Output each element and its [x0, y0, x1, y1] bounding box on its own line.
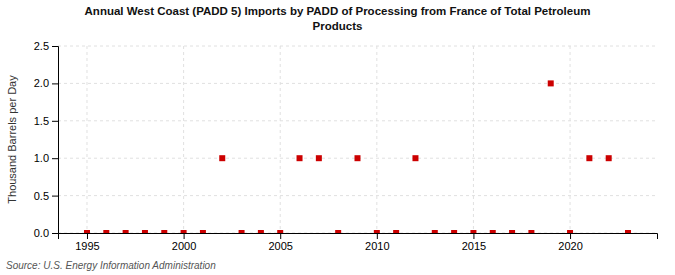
point — [142, 230, 148, 233]
point — [335, 230, 341, 233]
x-tick-label: 2005 — [268, 240, 292, 252]
point — [123, 230, 129, 233]
point — [181, 230, 187, 233]
x-axis: 1995 2000 2005 2010 2015 2020 — [59, 233, 658, 252]
y-tick: 2.0 — [34, 77, 58, 89]
y-tick-label: 0.5 — [34, 190, 49, 202]
x-tick-label: 2000 — [172, 240, 196, 252]
grid-line-x — [86, 46, 87, 233]
grid-line-y — [58, 83, 657, 84]
title: Annual West Coast (PADD 5) Imports by PA… — [85, 5, 591, 32]
point — [258, 230, 264, 233]
grid-line-x — [183, 46, 184, 233]
point — [470, 230, 476, 233]
x-axis-line — [59, 234, 658, 240]
x-tick-mark — [473, 233, 474, 239]
point — [412, 155, 418, 161]
y-tick: 2.5 — [34, 40, 58, 52]
x-tick: 2015 — [462, 233, 486, 252]
x-tick-mark — [184, 233, 185, 239]
point — [586, 155, 592, 161]
grid-line-x — [376, 46, 377, 233]
chart: 1995 2000 2005 2010 2015 2020 0.0 0.5 1.0 1.5 2.0 2… — [0, 0, 675, 275]
annotation: Source: U.S. Energy Information Administ… — [6, 260, 216, 271]
x-tick-mark — [570, 233, 571, 239]
point — [451, 230, 457, 233]
x-tick: 2000 — [172, 233, 196, 252]
x-tick: 1995 — [75, 233, 99, 252]
point — [239, 230, 245, 233]
y-tick-mark — [52, 158, 58, 159]
grid-line-y — [58, 120, 657, 121]
point — [606, 155, 612, 161]
x-tick-mark — [87, 233, 88, 239]
x-tick: 2010 — [365, 233, 389, 252]
x-tick: 2020 — [558, 233, 582, 252]
point — [625, 230, 631, 233]
y-tick: 0.5 — [34, 190, 58, 202]
y-axis-title: Thousand Barrels per Day — [6, 75, 18, 204]
point — [84, 230, 90, 233]
y-tick-label: 1.5 — [34, 115, 49, 127]
point — [567, 230, 573, 233]
y-axis-line — [52, 47, 59, 234]
plot-area: 1995 2000 2005 2010 2015 2020 0.0 0.5 1.0 1.5 2.0 2… — [34, 40, 658, 252]
point — [103, 230, 109, 233]
grid — [58, 46, 657, 233]
point — [490, 230, 496, 233]
x-tick-mark — [377, 233, 378, 239]
x-tick-mark — [280, 233, 281, 239]
grid-line-x — [280, 46, 281, 233]
y-tick: 1.0 — [34, 152, 58, 164]
point — [355, 155, 361, 161]
point — [277, 230, 283, 233]
x-tick-label: 1995 — [75, 240, 99, 252]
point — [432, 230, 438, 233]
grid-line-x — [473, 46, 474, 233]
point — [374, 230, 380, 233]
y-tick-mark — [52, 196, 58, 197]
point — [297, 155, 303, 161]
point — [200, 230, 206, 233]
grid-line-x — [570, 46, 571, 233]
point — [161, 230, 167, 233]
y-tick-mark — [52, 121, 58, 122]
y-tick-mark — [52, 233, 58, 234]
y-tick-label: 0.0 — [34, 227, 49, 239]
y-axis: 0.0 0.5 1.0 1.5 2.0 2.5 — [34, 40, 59, 239]
x-tick-label: 2015 — [462, 240, 486, 252]
points — [84, 80, 631, 233]
point — [528, 230, 534, 233]
grid-line-y — [58, 46, 657, 47]
y-tick-label: 1.0 — [34, 152, 49, 164]
y-tick: 0.0 — [34, 227, 58, 239]
y-tick-label: 2.5 — [34, 40, 49, 52]
grid-line-y — [58, 195, 657, 196]
x-tick-label: 2010 — [365, 240, 389, 252]
point — [219, 155, 225, 161]
x-tick-label: 2020 — [558, 240, 582, 252]
y-tick: 1.5 — [34, 115, 58, 127]
x-tick: 2005 — [268, 233, 292, 252]
y-tick-label: 2.0 — [34, 77, 49, 89]
point — [509, 230, 515, 233]
y-tick-mark — [52, 83, 58, 84]
point — [548, 80, 554, 86]
point — [393, 230, 399, 233]
point — [316, 155, 322, 161]
y-tick-mark — [52, 46, 58, 47]
